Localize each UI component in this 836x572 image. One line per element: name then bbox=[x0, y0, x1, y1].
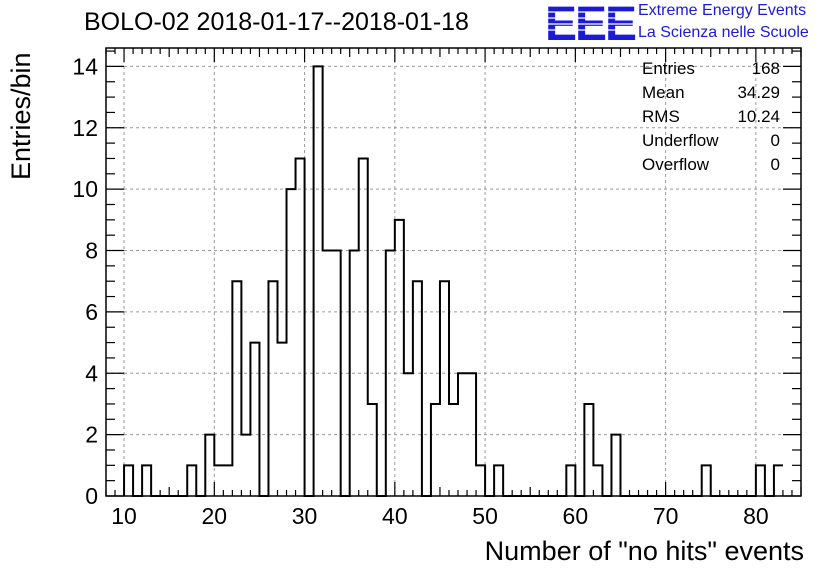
plot-frame bbox=[105, 47, 802, 497]
chart-title: BOLO-02 2018-01-17--2018-01-18 bbox=[84, 8, 469, 36]
stat-label: Overflow bbox=[642, 155, 710, 174]
stat-label: Underflow bbox=[642, 131, 719, 150]
axis-ticks bbox=[105, 48, 802, 497]
y-tick-label: 2 bbox=[85, 422, 98, 448]
x-axis-label: Number of "no hits" events bbox=[484, 536, 804, 566]
y-tick-label: 6 bbox=[85, 299, 98, 325]
y-tick-label: 14 bbox=[72, 53, 98, 79]
stat-row: Underflow 0 bbox=[642, 130, 780, 154]
logo-line-1: Extreme Energy Events bbox=[638, 2, 807, 19]
stat-row: Mean 34.29 bbox=[642, 82, 780, 106]
x-tick-label: 50 bbox=[472, 503, 498, 529]
x-tick-label: 80 bbox=[743, 503, 769, 529]
stat-label: Mean bbox=[642, 83, 685, 102]
stat-row: Overflow 0 bbox=[642, 154, 780, 178]
tick-labels: 10 20 30 40 50 60 70 80 0 2 4 6 8 10 12 14 bbox=[72, 53, 768, 529]
x-tick-label: 40 bbox=[382, 503, 408, 529]
logo-text: EEE bbox=[545, 0, 636, 46]
eee-logo-icon: EEE bbox=[543, 0, 643, 46]
stat-value: 0 bbox=[770, 155, 780, 174]
stat-row: Entries 168 bbox=[642, 58, 780, 82]
y-tick-label: 8 bbox=[85, 238, 98, 264]
stat-row: RMS 10.24 bbox=[642, 106, 780, 130]
stat-value: 10.24 bbox=[737, 107, 780, 126]
stat-value: 0 bbox=[770, 131, 780, 150]
y-tick-label: 12 bbox=[72, 115, 98, 141]
logo-line-2: La Scienza nelle Scuole bbox=[638, 24, 809, 41]
stats-box: Entries 168 Mean 34.29 RMS 10.24 Underflow 0 Ove… bbox=[642, 58, 780, 178]
stat-label: Entries bbox=[642, 59, 695, 78]
x-tick-label: 60 bbox=[563, 503, 589, 529]
y-tick-label: 10 bbox=[72, 176, 98, 202]
stat-label: RMS bbox=[642, 107, 680, 126]
y-tick-label: 4 bbox=[85, 360, 98, 386]
y-tick-label: 0 bbox=[85, 483, 98, 509]
grid-lines bbox=[106, 48, 801, 496]
x-tick-label: 30 bbox=[292, 503, 318, 529]
x-tick-label: 10 bbox=[111, 503, 137, 529]
stat-value: 168 bbox=[751, 59, 780, 78]
x-tick-label: 70 bbox=[653, 503, 679, 529]
x-tick-label: 20 bbox=[202, 503, 228, 529]
stat-value: 34.29 bbox=[737, 83, 780, 102]
